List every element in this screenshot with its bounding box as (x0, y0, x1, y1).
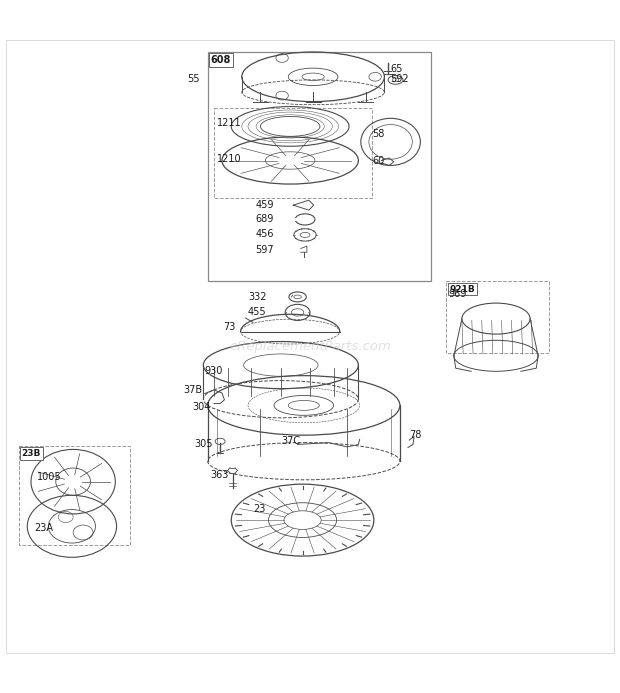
Text: 1210: 1210 (217, 155, 242, 164)
Text: eReplacementParts.com: eReplacementParts.com (229, 340, 391, 353)
Text: 23B: 23B (22, 449, 41, 458)
Text: 1005: 1005 (37, 472, 62, 482)
Bar (214, 108, 372, 198)
Text: 969: 969 (448, 290, 467, 299)
Text: 1211: 1211 (217, 119, 242, 128)
Text: 23A: 23A (34, 523, 53, 533)
Text: 455: 455 (248, 307, 267, 317)
Text: 921B: 921B (450, 285, 476, 294)
Text: 689: 689 (255, 213, 274, 224)
Text: 23: 23 (253, 504, 265, 514)
Text: 55: 55 (187, 73, 200, 84)
Text: 332: 332 (248, 292, 267, 302)
Text: 363: 363 (211, 470, 229, 480)
Text: 73: 73 (223, 322, 236, 332)
Text: 65: 65 (391, 64, 403, 73)
Bar (19, 446, 130, 545)
Text: 37C: 37C (281, 436, 300, 446)
Text: 60: 60 (372, 155, 384, 166)
Text: 78: 78 (409, 430, 422, 440)
Bar (446, 281, 549, 353)
Text: 304: 304 (192, 402, 211, 412)
Text: 459: 459 (255, 200, 274, 210)
Bar (208, 52, 431, 281)
Text: 58: 58 (372, 130, 384, 139)
Text: 597: 597 (255, 245, 274, 256)
Text: 456: 456 (255, 229, 274, 239)
Text: 305: 305 (194, 439, 213, 449)
Text: 608: 608 (211, 55, 231, 65)
Text: 930: 930 (205, 367, 223, 376)
Text: 37B: 37B (183, 385, 202, 395)
Text: 592: 592 (391, 73, 409, 84)
